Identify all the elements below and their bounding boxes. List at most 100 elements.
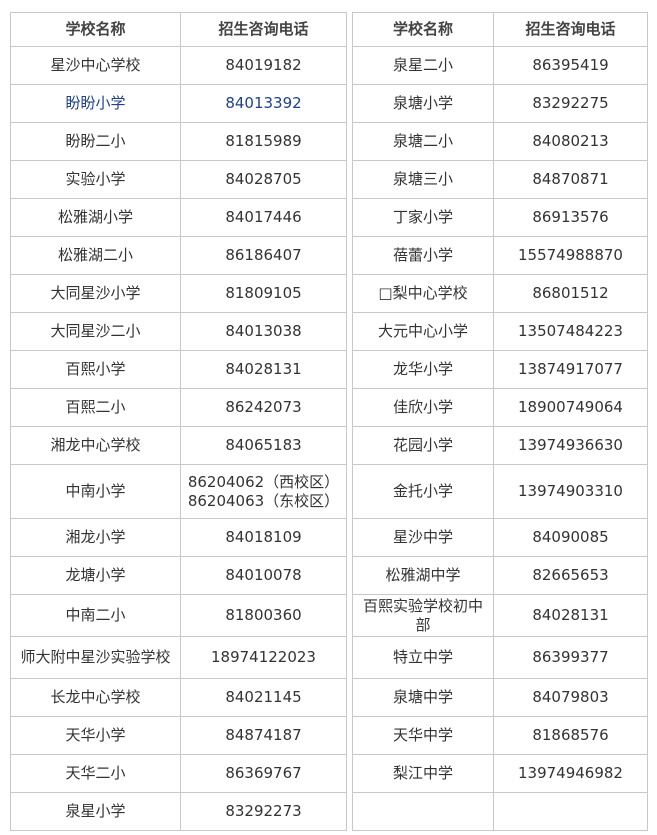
table-row: 百熙二小 86242073 佳欣小学 18900749064 (10, 388, 648, 427)
table-row: 星沙中心学校 84019182 泉星二小 86395419 (10, 46, 648, 85)
school-name: 蓓蕾小学 (352, 236, 494, 275)
school-name: 百熙二小 (10, 388, 181, 427)
phone: 84019182 (180, 46, 347, 85)
table-row: 百熙小学 84028131 龙华小学 13874917077 (10, 350, 648, 389)
school-name: 盼盼二小 (10, 122, 181, 161)
phone: 86369767 (180, 754, 347, 793)
phone: 81809105 (180, 274, 347, 313)
phone: 84018109 (180, 518, 347, 557)
school-name: 龙塘小学 (10, 556, 181, 595)
school-name: 金托小学 (352, 464, 494, 519)
school-name: 松雅湖小学 (10, 198, 181, 237)
phone: 86913576 (493, 198, 648, 237)
school-name (352, 792, 494, 831)
school-name: 星沙中学 (352, 518, 494, 557)
school-name: 泉塘小学 (352, 84, 494, 123)
school-name: 泉塘三小 (352, 160, 494, 199)
school-name: 松雅湖二小 (10, 236, 181, 275)
school-name: 湘龙小学 (10, 518, 181, 557)
school-name: 天华中学 (352, 716, 494, 755)
phone: 84028131 (493, 594, 648, 637)
school-name: 泉塘中学 (352, 678, 494, 717)
school-name: 中南二小 (10, 594, 181, 637)
table-row: 实验小学 84028705 泉塘三小 84870871 (10, 160, 648, 199)
phone: 15574988870 (493, 236, 648, 275)
phone: 82665653 (493, 556, 648, 595)
phone: 84028705 (180, 160, 347, 199)
phone: 13874917077 (493, 350, 648, 389)
school-name: 湘龙中心学校 (10, 426, 181, 465)
header-row: 学校名称 招生咨询电话 学校名称 招生咨询电话 (10, 12, 648, 47)
school-name: 梨江中学 (352, 754, 494, 793)
table-row: 天华二小 86369767 梨江中学 13974946982 (10, 754, 648, 793)
phone: 81800360 (180, 594, 347, 637)
school-name: 泉星二小 (352, 46, 494, 85)
phone: 84080213 (493, 122, 648, 161)
table-row: 盼盼二小 81815989 泉塘二小 84080213 (10, 122, 648, 161)
school-name: 松雅湖中学 (352, 556, 494, 595)
school-name: 中南小学 (10, 464, 181, 519)
table-row: 泉星小学 83292273 (10, 792, 648, 831)
phone-line: 86204062（西校区） (187, 472, 340, 491)
phone: 84079803 (493, 678, 648, 717)
phone: 84090085 (493, 518, 648, 557)
school-name: 百熙小学 (10, 350, 181, 389)
phone: 84010078 (180, 556, 347, 595)
school-name: 师大附中星沙实验学校 (10, 636, 181, 679)
school-name: 天华二小 (10, 754, 181, 793)
header-cell: 学校名称 (10, 12, 181, 47)
phone: 13974946982 (493, 754, 648, 793)
table-row: 盼盼小学 84013392 泉塘小学 83292275 (10, 84, 648, 123)
table-row: 松雅湖二小 86186407 蓓蕾小学 15574988870 (10, 236, 648, 275)
table-wrap: 学校名称 招生咨询电话 学校名称 招生咨询电话 星沙中心学校 84019182 泉星… (10, 12, 648, 831)
phone: 84017446 (180, 198, 347, 237)
phone: 86399377 (493, 636, 648, 679)
table-row: 湘龙小学 84018109 星沙中学 84090085 (10, 518, 648, 557)
phone: 84870871 (493, 160, 648, 199)
school-name: 佳欣小学 (352, 388, 494, 427)
phone: 84013392 (180, 84, 347, 123)
phone: 13507484223 (493, 312, 648, 351)
phone: 84013038 (180, 312, 347, 351)
table-row: 大同星沙小学 81809105 □梨中心学校 86801512 (10, 274, 648, 313)
school-name: 大同星沙小学 (10, 274, 181, 313)
table-row: 师大附中星沙实验学校 18974122023 特立中学 86399377 (10, 636, 648, 679)
phone (493, 792, 648, 831)
school-name: 泉塘二小 (352, 122, 494, 161)
school-name: 盼盼小学 (10, 84, 181, 123)
school-name: 大元中心小学 (352, 312, 494, 351)
phone: 86204062（西校区） 86204063（东校区） (180, 464, 347, 519)
table-row: 松雅湖小学 84017446 丁家小学 86913576 (10, 198, 648, 237)
school-name: 花园小学 (352, 426, 494, 465)
phone: 13974903310 (493, 464, 648, 519)
phone: 86801512 (493, 274, 648, 313)
header-cell: 招生咨询电话 (493, 12, 648, 47)
phone: 86242073 (180, 388, 347, 427)
school-name: 百熙实验学校初中部 (352, 594, 494, 637)
header-cell: 学校名称 (352, 12, 494, 47)
phone-line: 86204063（东校区） (187, 491, 340, 510)
phone: 13974936630 (493, 426, 648, 465)
table-row: 湘龙中心学校 84065183 花园小学 13974936630 (10, 426, 648, 465)
school-name: 星沙中心学校 (10, 46, 181, 85)
school-name: 实验小学 (10, 160, 181, 199)
phone: 81868576 (493, 716, 648, 755)
table-row: 中南二小 81800360 百熙实验学校初中部 84028131 (10, 594, 648, 637)
table-row: 中南小学 86204062（西校区） 86204063（东校区） 金托小学 139749… (10, 464, 648, 519)
school-name: 大同星沙二小 (10, 312, 181, 351)
school-table: 学校名称 招生咨询电话 学校名称 招生咨询电话 星沙中心学校 84019182 泉星… (10, 12, 648, 831)
phone: 86395419 (493, 46, 648, 85)
table-row: 天华小学 84874187 天华中学 81868576 (10, 716, 648, 755)
school-name: □梨中心学校 (352, 274, 494, 313)
phone: 86186407 (180, 236, 347, 275)
table-row: 龙塘小学 84010078 松雅湖中学 82665653 (10, 556, 648, 595)
school-name: 天华小学 (10, 716, 181, 755)
school-name: 泉星小学 (10, 792, 181, 831)
header-cell: 招生咨询电话 (180, 12, 347, 47)
table-body: 学校名称 招生咨询电话 学校名称 招生咨询电话 星沙中心学校 84019182 泉星… (10, 12, 648, 831)
phone: 84021145 (180, 678, 347, 717)
phone: 84028131 (180, 350, 347, 389)
table-row: 长龙中心学校 84021145 泉塘中学 84079803 (10, 678, 648, 717)
school-name: 龙华小学 (352, 350, 494, 389)
phone: 84065183 (180, 426, 347, 465)
